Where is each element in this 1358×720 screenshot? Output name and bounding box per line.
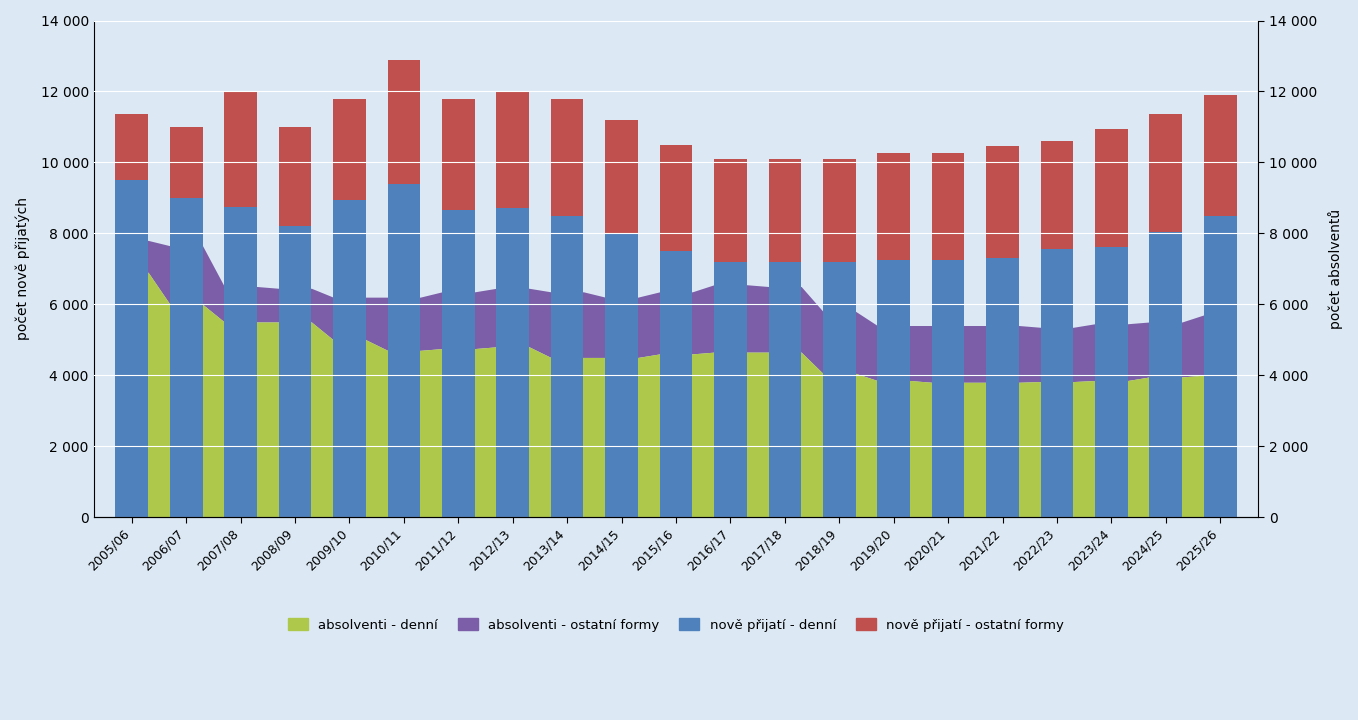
Bar	[387, 184, 420, 517]
Bar	[333, 99, 365, 199]
Bar	[932, 260, 964, 517]
Y-axis label: počet nově přijatých: počet nově přijatých	[15, 197, 30, 341]
Bar	[170, 198, 202, 517]
Bar	[115, 180, 148, 517]
Bar	[441, 99, 475, 210]
Bar	[660, 251, 693, 517]
Legend: absolventi - denní, absolventi - ostatní formy, nově přijatí - denní, nově přija: absolventi - denní, absolventi - ostatní…	[282, 613, 1069, 637]
Bar	[387, 60, 420, 184]
Bar	[224, 207, 257, 517]
Bar	[333, 199, 365, 517]
Bar	[1040, 249, 1073, 517]
Bar	[1095, 248, 1127, 517]
Bar	[551, 215, 584, 517]
Y-axis label: počet absolventů: počet absolventů	[1328, 209, 1343, 329]
Bar	[823, 159, 856, 261]
Bar	[1149, 232, 1181, 517]
Bar	[877, 153, 910, 260]
Bar	[877, 260, 910, 517]
Bar	[714, 261, 747, 517]
Bar	[497, 209, 530, 517]
Bar	[1095, 129, 1127, 248]
Bar	[606, 233, 638, 517]
Bar	[551, 99, 584, 215]
Bar	[660, 145, 693, 251]
Bar	[986, 146, 1018, 258]
Bar	[278, 226, 311, 517]
Bar	[714, 159, 747, 261]
Bar	[932, 153, 964, 260]
Bar	[441, 210, 475, 517]
Bar	[1203, 215, 1237, 517]
Bar	[1203, 95, 1237, 215]
Bar	[606, 120, 638, 233]
Bar	[115, 114, 148, 180]
Bar	[1149, 114, 1181, 232]
Bar	[986, 258, 1018, 517]
Bar	[823, 261, 856, 517]
Bar	[769, 159, 801, 261]
Bar	[224, 91, 257, 207]
Bar	[170, 127, 202, 198]
Bar	[278, 127, 311, 226]
Bar	[497, 91, 530, 209]
Bar	[769, 261, 801, 517]
Bar	[1040, 141, 1073, 249]
